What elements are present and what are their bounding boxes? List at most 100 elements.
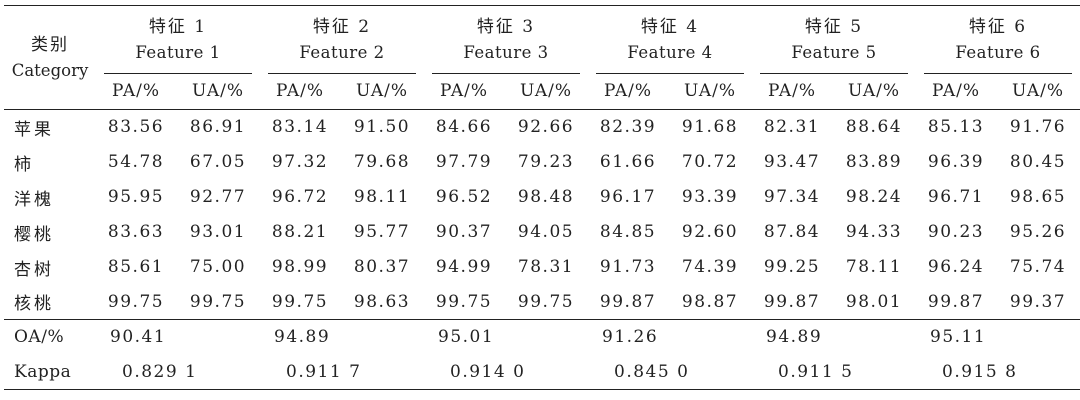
ua-cell: 98.01 [845,291,903,312]
ua-cell: 94.33 [845,222,903,242]
pa-cell: 90.37 [435,222,493,242]
pa-cell: 85.61 [107,257,165,277]
feature-header-en: Feature 1 [135,42,221,62]
ua-cell: 98.24 [845,187,903,207]
ua-cell: 67.05 [189,152,247,172]
feature-header-zh: 特征 6 [968,16,1028,37]
pa-cell: 97.34 [763,187,821,207]
row-label: 柿 [14,154,34,175]
pa-cell: 97.79 [435,152,493,172]
kappa-value: 0.911 7 [260,354,424,390]
pa-cell: 96.39 [927,152,985,172]
ua-cell: 75.00 [189,257,247,277]
feature-header-2: 特征 2 Feature 2 [260,5,424,74]
ua-cell: 78.11 [845,257,903,277]
ua-cell: 79.68 [353,152,411,172]
kappa-value: 0.911 5 [752,354,916,390]
kappa-row: Kappa 0.829 1 0.911 7 0.914 0 0.845 0 0.911 5… [4,354,1080,390]
pa-header: PA/% [424,73,504,110]
pa-cell: 88.21 [271,222,329,242]
pa-header: PA/% [588,73,668,110]
pa-cell: 99.75 [435,291,493,312]
pa-cell: 96.72 [271,187,329,207]
ua-header: UA/% [176,73,260,110]
oa-value: 95.11 [916,319,1080,355]
oa-value: 94.89 [752,319,916,355]
ua-cell: 94.05 [517,222,575,242]
oa-value: 94.89 [260,319,424,355]
ua-cell: 92.60 [681,222,739,242]
pa-header: PA/% [96,73,176,110]
feature-header-5: 特征 5 Feature 5 [752,5,916,74]
oa-value: 95.01 [424,319,588,355]
feature-header-zh: 特征 4 [640,16,700,37]
pa-cell: 99.75 [107,291,165,312]
row-label: 樱桃 [14,224,54,245]
ua-header: UA/% [996,73,1080,110]
pa-cell: 83.14 [271,117,329,138]
ua-cell: 93.39 [681,187,739,207]
feature-header-3: 特征 3 Feature 3 [424,5,588,74]
pa-header: PA/% [916,73,996,110]
kappa-value: 0.914 0 [424,354,588,390]
ua-cell: 92.77 [189,187,247,207]
ua-cell: 78.31 [517,257,575,277]
ua-cell: 80.37 [353,257,411,277]
ua-header: UA/% [504,73,588,110]
table-row: 杏树 85.61 75.00 98.99 80.37 94.99 78.31 91.73 74.… [4,250,1080,285]
pa-cell: 83.56 [107,117,165,138]
header-row-features: 类别 Category 特征 1 Feature 1 特征 2 Feature … [4,5,1080,111]
feature-header-4: 特征 4 Feature 4 [588,5,752,74]
kappa-value: 0.915 8 [916,354,1080,390]
feature-header-en: Feature 5 [791,42,877,62]
ua-cell: 74.39 [681,257,739,277]
pa-cell: 96.24 [927,257,985,277]
ua-cell: 93.01 [189,222,247,242]
pa-cell: 96.17 [599,187,657,207]
oa-row: OA/% 90.41 94.89 95.01 91.26 94.89 95.11 [4,319,1080,355]
feature-header-zh: 特征 3 [476,16,536,37]
pa-cell: 95.95 [107,187,165,207]
pa-cell: 99.87 [927,291,985,312]
ua-cell: 99.37 [1009,291,1067,312]
pa-cell: 82.31 [763,117,821,138]
ua-cell: 91.76 [1009,117,1067,138]
pa-cell: 54.78 [107,152,165,172]
row-label: 杏树 [14,259,54,280]
feature-header-zh: 特征 5 [804,16,864,37]
pa-cell: 84.66 [435,117,493,138]
ua-cell: 91.50 [353,117,411,138]
ua-cell: 95.26 [1009,222,1067,242]
feature-header-en: Feature 2 [299,42,385,62]
ua-cell: 98.87 [681,291,739,312]
pa-cell: 84.85 [599,222,657,242]
feature-header-en: Feature 4 [627,42,713,62]
category-header-zh: 类别 [31,34,69,55]
pa-cell: 96.71 [927,187,985,207]
category-header-en: Category [11,60,89,80]
oa-label: OA/% [4,319,96,355]
accuracy-table: 类别 Category 特征 1 Feature 1 特征 2 Feature … [4,5,1080,390]
pa-cell: 61.66 [599,152,657,172]
pa-cell: 97.32 [271,152,329,172]
table-row: 洋槐 95.95 92.77 96.72 98.11 96.52 98.48 96.17 93.… [4,180,1080,215]
header-row-metrics: PA/% UA/% PA/% UA/% PA/% UA/% PA/% UA/% … [4,73,1080,110]
ua-cell: 88.64 [845,117,903,138]
kappa-label: Kappa [4,354,96,390]
ua-cell: 99.75 [189,291,247,312]
feature-header-6: 特征 6 Feature 6 [916,5,1080,74]
pa-cell: 93.47 [763,152,821,172]
ua-cell: 91.68 [681,117,739,138]
oa-value: 90.41 [96,319,260,355]
table-row: 核桃 99.75 99.75 99.75 98.63 99.75 99.75 99.87 98.… [4,285,1080,320]
pa-cell: 99.87 [599,291,657,312]
ua-cell: 79.23 [517,152,575,172]
row-label: 洋槐 [14,189,54,210]
pa-cell: 98.99 [271,257,329,277]
ua-cell: 99.75 [517,291,575,312]
pa-header: PA/% [752,73,832,110]
ua-cell: 86.91 [189,117,247,138]
pa-cell: 87.84 [763,222,821,242]
kappa-value: 0.845 0 [588,354,752,390]
pa-cell: 99.75 [271,291,329,312]
